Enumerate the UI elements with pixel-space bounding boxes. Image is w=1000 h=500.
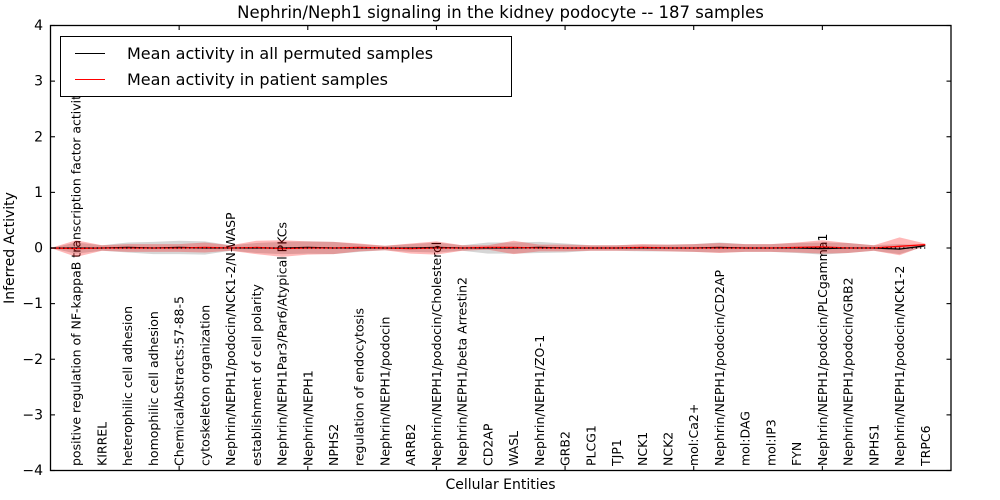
x-category-label: regulation of endocytosis [352, 308, 367, 466]
x-category-label: Nephrin/NEPH1Par3/Par6/Atypical PKCs [275, 222, 290, 466]
x-category-label: NCK1 [635, 432, 650, 466]
y-tick-label: 0 [34, 241, 43, 257]
x-category-label: GRB2 [558, 431, 573, 466]
legend-item-label: Mean activity in all permuted samples [127, 44, 434, 63]
legend: Mean activity in all permuted samples Me… [60, 36, 512, 97]
y-tick-label: −1 [22, 296, 43, 312]
x-category-label: mol:IP3 [763, 419, 778, 466]
legend-item: Mean activity in patient samples [61, 70, 511, 89]
y-tick-label: −3 [22, 407, 43, 423]
x-category-label: PLCG1 [583, 425, 598, 466]
y-tick-label: 3 [34, 74, 43, 90]
axis-ticks [50, 24, 951, 472]
x-category-label: Nephrin/NEPH1/podocin/NCK1-2 [892, 266, 907, 466]
legend-item: Mean activity in all permuted samples [61, 44, 511, 63]
x-category-label: homophilic cell adhesion [146, 311, 161, 466]
x-category-label: Nephrin/NEPH1/podocin/Cholesterol [429, 242, 444, 466]
x-category-label: TJP1 [609, 439, 624, 467]
x-category-label: Nephrin/NEPH1/podocin/GRB2 [841, 277, 856, 466]
x-category-label: Nephrin/NEPH1/podocin/PLCgamma1 [815, 234, 830, 466]
x-axis-label: Cellular Entities [445, 477, 556, 493]
x-category-label: Nephrin/NEPH1/podocin/NCK1-2/N-WASP [223, 212, 238, 466]
x-category-label: WASL [506, 431, 521, 466]
x-category-label: NPHS2 [326, 424, 341, 466]
y-tick-label: 4 [34, 18, 43, 34]
x-category-label: establishment of cell polarity [249, 284, 264, 466]
y-tick-label: 2 [34, 129, 43, 145]
chart-title: Nephrin/Neph1 signaling in the kidney po… [237, 3, 764, 22]
y-tick-label: −4 [22, 463, 43, 479]
x-category-label: CD2AP [480, 423, 495, 466]
x-category-label: cytoskeleton organization [197, 305, 212, 466]
legend-item-label: Mean activity in patient samples [127, 70, 388, 89]
x-category-label: mol:DAG [738, 411, 753, 466]
x-category-label: ARRB2 [403, 424, 418, 466]
x-category-label: NPHS1 [866, 424, 881, 466]
permuted-line-swatch [75, 53, 105, 54]
x-category-label: mol:Ca2+ [686, 404, 701, 466]
x-category-label: positive regulation of NF-kappaB transcr… [69, 87, 84, 466]
x-category-label: KIRREL [94, 422, 109, 466]
x-category-label: ChemicalAbstracts:57-88-5 [172, 296, 187, 466]
y-tick-label: −2 [22, 352, 43, 368]
x-category-label: Nephrin/NEPH1 [300, 370, 315, 466]
patient-line-swatch [75, 79, 105, 80]
x-category-label: TRPC6 [918, 425, 933, 467]
x-category-label: Nephrin/NEPH1/ZO-1 [532, 335, 547, 466]
x-category-label: Nephrin/NEPH1/podocin/CD2AP [712, 270, 727, 466]
x-category-label: Nephrin/NEPH1/podocin [377, 317, 392, 466]
x-category-label: NCK2 [660, 432, 675, 466]
x-category-label: heterophilic cell adhesion [120, 306, 135, 466]
y-tick-label: 1 [34, 185, 43, 201]
x-category-label: Nephrin/NEPH1/beta Arrestin2 [455, 277, 470, 466]
y-axis-label: Inferred Activity [2, 192, 18, 304]
x-category-label: FYN [789, 442, 804, 466]
